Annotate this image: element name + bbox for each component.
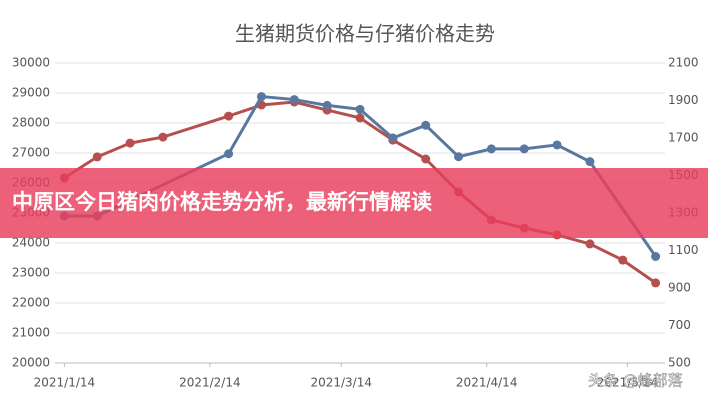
banner-background (0, 168, 708, 238)
data-point (585, 239, 595, 249)
data-point (486, 144, 496, 154)
y2-tick-label: 900 (668, 281, 691, 295)
chart-title: 生猪期货价格与仔猪价格走势 (235, 22, 495, 46)
y-tick-label: 28000 (12, 116, 50, 130)
y-tick-label: 24000 (12, 236, 50, 250)
data-point (289, 95, 299, 105)
y2-tick-label: 500 (668, 356, 691, 370)
watermark: 头条 @蜂部落 (588, 372, 683, 390)
y2-tick-label: 700 (668, 318, 691, 332)
data-point (421, 154, 431, 164)
x-tick-label: 2021/3/14 (310, 376, 372, 390)
y-tick-label: 30000 (12, 56, 50, 70)
y-tick-label: 27000 (12, 146, 50, 160)
data-point (256, 92, 266, 102)
data-point (125, 138, 135, 148)
y-tick-label: 20000 (12, 356, 50, 370)
y-tick-label: 29000 (12, 86, 50, 100)
banner-text: 中原区今日猪肉价格走势分析，最新行情解读 (12, 190, 432, 214)
y-tick-label: 22000 (12, 296, 50, 310)
y-tick-label: 23000 (12, 266, 50, 280)
data-point (454, 152, 464, 162)
y2-tick-label: 1100 (668, 243, 699, 257)
data-point (651, 252, 661, 261)
data-point (585, 157, 595, 167)
data-point (355, 113, 365, 123)
data-point (519, 144, 529, 154)
data-point (355, 104, 365, 114)
data-point (388, 133, 398, 143)
x-tick-label: 2021/4/14 (456, 376, 518, 390)
y2-tick-label: 2100 (668, 56, 699, 70)
data-point (421, 120, 431, 130)
data-point (618, 255, 628, 265)
data-point (322, 100, 332, 110)
data-point (158, 132, 168, 142)
y2-tick-label: 1700 (668, 131, 699, 145)
data-point (224, 149, 234, 159)
x-tick-label: 2021/2/14 (179, 376, 241, 390)
x-tick-label: 2021/5/14 (597, 376, 659, 390)
data-point (224, 111, 234, 121)
y2-tick-label: 1900 (668, 93, 699, 107)
y-tick-label: 21000 (12, 326, 50, 340)
data-point (92, 152, 102, 162)
data-point (651, 278, 661, 288)
data-point (552, 140, 562, 150)
x-tick-label: 2021/1/14 (34, 376, 96, 390)
